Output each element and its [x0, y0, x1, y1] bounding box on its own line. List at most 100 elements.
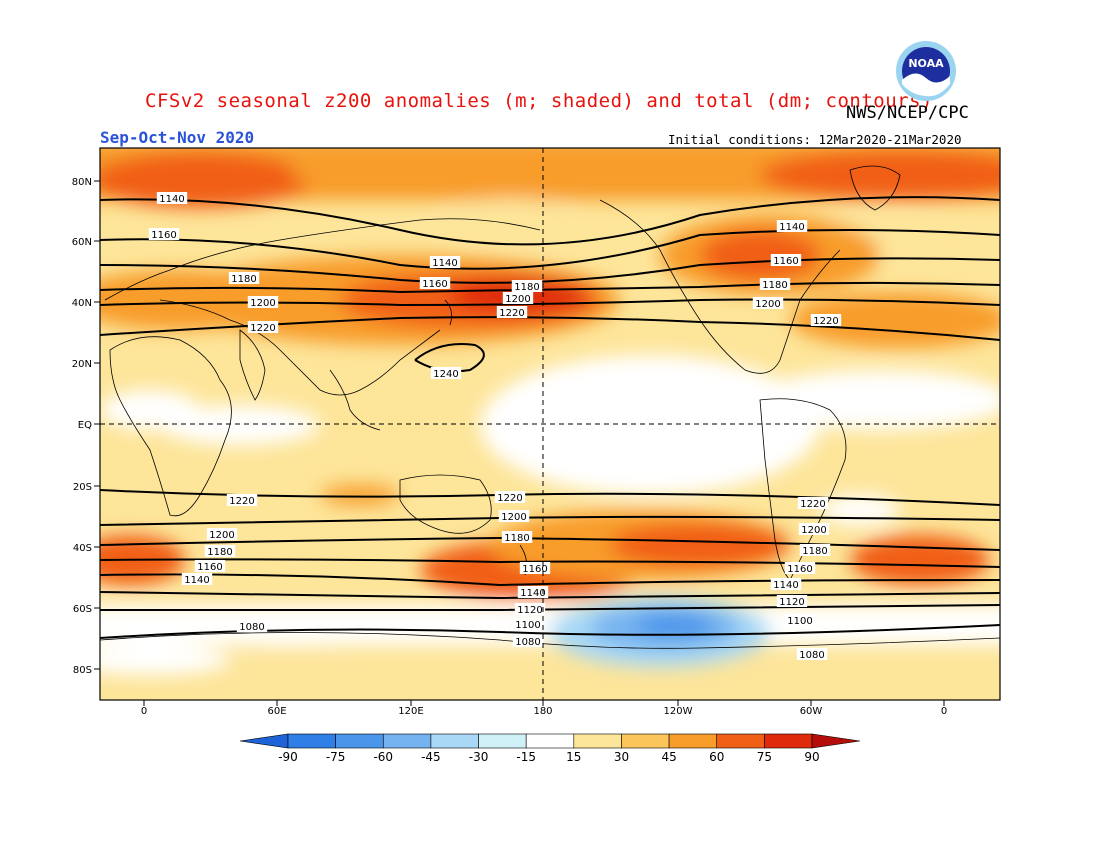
colorbar-swatch — [382, 733, 432, 749]
contour-label: 1100 — [784, 614, 816, 627]
svg-text:1180: 1180 — [762, 280, 787, 291]
contour-label: 1180 — [759, 278, 791, 291]
colorbar-tick-label: 15 — [566, 750, 581, 764]
svg-text:1220: 1220 — [499, 308, 524, 319]
contour-label: 1220 — [226, 494, 258, 507]
svg-text:1180: 1180 — [802, 546, 827, 557]
contour-label: 1220 — [810, 314, 842, 327]
svg-text:1140: 1140 — [520, 588, 545, 599]
contour-label: 1180 — [204, 545, 236, 558]
contour-label: 1120 — [776, 595, 808, 608]
colorbar-tick-label: 90 — [804, 750, 819, 764]
lon-tick-label: 0 — [941, 706, 947, 717]
lon-tick-label: 120E — [398, 706, 423, 717]
latitude-axis: 80N 60N 40N 20N EQ 20S 40S 60S 80S — [72, 177, 100, 676]
contour-label: 1180 — [501, 531, 533, 544]
svg-text:1180: 1180 — [504, 533, 529, 544]
colorbar-swatch — [621, 733, 670, 749]
svg-text:1240: 1240 — [433, 369, 458, 380]
lat-tick-label: 80S — [73, 665, 92, 676]
contour-label: 1140 — [517, 586, 549, 599]
colorbar-swatch — [287, 733, 336, 749]
svg-text:1200: 1200 — [250, 298, 275, 309]
colorbar-swatch — [716, 733, 765, 749]
contour-label: 1160 — [519, 562, 551, 575]
lat-tick-label: 60S — [73, 604, 92, 615]
svg-text:1080: 1080 — [515, 637, 540, 648]
contour-label: 1080 — [236, 620, 268, 633]
colorbar-tick-label: -60 — [373, 750, 393, 764]
lon-tick-label: 120W — [664, 706, 693, 717]
colorbar-tick-label: 75 — [757, 750, 772, 764]
svg-text:1140: 1140 — [159, 194, 184, 205]
svg-text:1200: 1200 — [501, 512, 526, 523]
colorbar-tick-label: -90 — [278, 750, 298, 764]
contour-label: 1180 — [511, 280, 543, 293]
colorbar-arrow-low — [239, 733, 289, 749]
organization-label: NWS/NCEP/CPC — [846, 103, 969, 123]
svg-text:1180: 1180 — [207, 547, 232, 558]
contour-label: 1200 — [752, 297, 784, 310]
svg-text:1180: 1180 — [231, 274, 256, 285]
colorbar-tick-label: 30 — [614, 750, 629, 764]
contour-label: 1200 — [498, 510, 530, 523]
svg-text:1220: 1220 — [229, 496, 254, 507]
contour-label: 1200 — [206, 528, 238, 541]
svg-text:1100: 1100 — [787, 616, 812, 627]
lon-tick-label: 60E — [267, 706, 286, 717]
contour-label: 1220 — [797, 497, 829, 510]
contour-label: 1220 — [496, 306, 528, 319]
svg-text:1160: 1160 — [787, 564, 812, 575]
season-label: Sep-Oct-Nov 2020 — [100, 128, 255, 147]
lon-tick-label: 60W — [800, 706, 823, 717]
contour-label: 1100 — [512, 618, 544, 631]
colorbar-tick-label: -75 — [326, 750, 346, 764]
contour-label: 1140 — [181, 573, 213, 586]
colorbar: -90 -75 -60 -45 -30 -15 15 30 45 60 75 90 — [239, 733, 861, 764]
svg-text:1200: 1200 — [505, 294, 530, 305]
lat-tick-label: 40N — [72, 298, 92, 309]
contour-label: 1160 — [770, 254, 802, 267]
contour-label: 1180 — [799, 544, 831, 557]
contour-label: 1220 — [494, 491, 526, 504]
svg-text:1220: 1220 — [250, 323, 275, 334]
contour-label: 1160 — [419, 277, 451, 290]
contour-label: 1160 — [148, 228, 180, 241]
colorbar-tick-label: -15 — [516, 750, 536, 764]
colorbar-tick-label: 60 — [709, 750, 724, 764]
anomaly-shading — [100, 148, 1000, 700]
lat-tick-label: 60N — [72, 237, 92, 248]
svg-text:NOAA: NOAA — [908, 57, 944, 70]
contour-label: 1120 — [514, 603, 546, 616]
lat-tick-label: 40S — [73, 543, 92, 554]
colorbar-swatch — [335, 733, 384, 749]
colorbar-tick-label: -30 — [469, 750, 489, 764]
svg-text:1180: 1180 — [514, 282, 539, 293]
initial-conditions-label: Initial conditions: 12Mar2020-21Mar2020 — [668, 132, 962, 147]
contour-label: 1200 — [502, 292, 534, 305]
lon-tick-label: 0 — [141, 706, 147, 717]
svg-text:1220: 1220 — [813, 316, 838, 327]
svg-text:1140: 1140 — [432, 258, 457, 269]
contour-label: 1200 — [247, 296, 279, 309]
svg-text:1200: 1200 — [209, 530, 234, 541]
svg-text:1160: 1160 — [522, 564, 547, 575]
svg-text:1220: 1220 — [800, 499, 825, 510]
colorbar-tick-label: -45 — [421, 750, 441, 764]
colorbar-swatch — [430, 733, 479, 749]
colorbar-swatch — [525, 733, 575, 749]
svg-text:1220: 1220 — [497, 493, 522, 504]
svg-text:1160: 1160 — [197, 562, 222, 573]
contour-label: 1080 — [512, 635, 544, 648]
lon-tick-label: 180 — [533, 706, 552, 717]
contour-label: 1160 — [194, 560, 226, 573]
svg-text:1100: 1100 — [515, 620, 540, 631]
svg-text:1140: 1140 — [184, 575, 209, 586]
lat-tick-label: 20S — [73, 482, 92, 493]
svg-text:1120: 1120 — [517, 605, 542, 616]
svg-text:1160: 1160 — [151, 230, 176, 241]
contour-label: 1140 — [156, 192, 188, 205]
svg-text:1080: 1080 — [799, 650, 824, 661]
colorbar-arrow-high — [811, 733, 861, 749]
